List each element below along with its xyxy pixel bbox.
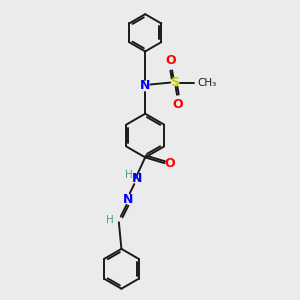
Text: H: H bbox=[124, 170, 132, 180]
Text: N: N bbox=[123, 193, 134, 206]
Text: N: N bbox=[132, 172, 142, 185]
Text: O: O bbox=[166, 54, 176, 67]
Text: H: H bbox=[106, 215, 114, 225]
Text: O: O bbox=[172, 98, 183, 111]
Text: CH₃: CH₃ bbox=[197, 78, 216, 88]
Text: S: S bbox=[170, 76, 179, 89]
Text: O: O bbox=[165, 157, 175, 170]
Text: N: N bbox=[140, 79, 150, 92]
